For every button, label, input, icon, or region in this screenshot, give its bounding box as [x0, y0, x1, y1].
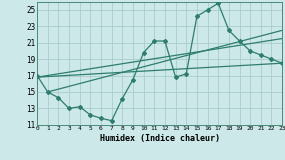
X-axis label: Humidex (Indice chaleur): Humidex (Indice chaleur): [99, 134, 220, 143]
